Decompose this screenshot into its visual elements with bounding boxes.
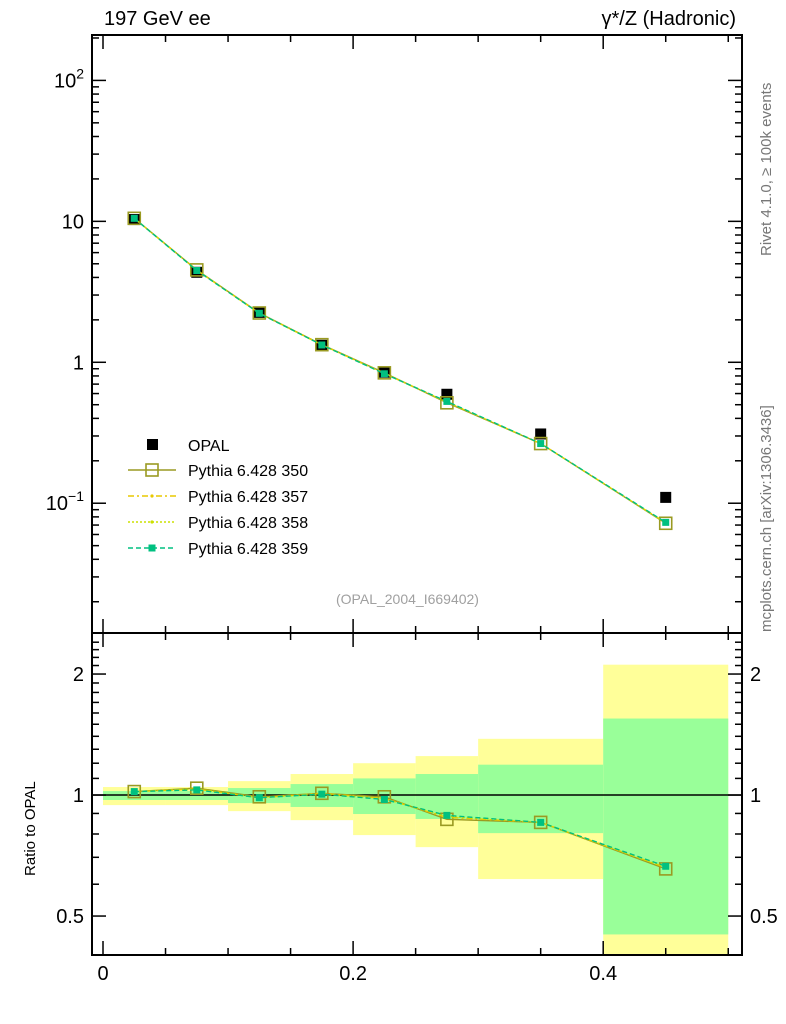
side-label-bottom: mcplots.cern.ch [arXiv:1306.3436] bbox=[758, 405, 775, 632]
ratio-y-tick-label: 0.5 bbox=[56, 906, 84, 928]
series-marker-0 bbox=[315, 337, 329, 352]
series-marker-3 bbox=[193, 786, 201, 794]
series-marker-3 bbox=[537, 818, 545, 826]
x-tick-label: 0 bbox=[97, 963, 108, 985]
series-marker-3 bbox=[318, 790, 326, 798]
series-marker-3 bbox=[130, 788, 138, 796]
series-marker-3 bbox=[255, 309, 263, 317]
ratio-y-tick-label: 2 bbox=[750, 664, 761, 686]
opal-data-point bbox=[535, 428, 547, 440]
series-marker-0 bbox=[533, 436, 548, 451]
series-marker-3 bbox=[130, 214, 138, 222]
series-line-2 bbox=[133, 217, 667, 524]
legend-label-1: Pythia 6.428 357 bbox=[188, 489, 308, 506]
y-tick-label: 10−1 bbox=[46, 488, 84, 515]
series-marker-3 bbox=[380, 795, 388, 803]
ratio-y-tick-label: 1 bbox=[750, 785, 761, 807]
series-marker-0 bbox=[127, 211, 142, 226]
series-marker-3 bbox=[662, 862, 670, 870]
watermark: (OPAL_2004_I669402) bbox=[336, 591, 479, 607]
opal-data-point bbox=[441, 388, 453, 400]
band-stat bbox=[603, 718, 729, 935]
series-marker-3 bbox=[537, 440, 545, 448]
legend-marker-0 bbox=[145, 463, 159, 477]
y-tick-label: 1 bbox=[73, 352, 84, 374]
ratio-y-tick-label: 2 bbox=[73, 664, 84, 686]
series-marker-3 bbox=[662, 518, 670, 526]
series-marker-3 bbox=[318, 341, 326, 349]
legend-marker-2 bbox=[150, 520, 154, 524]
ratio-y-tick-label: 0.5 bbox=[750, 906, 778, 928]
y-tick-label: 10 bbox=[62, 211, 84, 233]
x-tick-label: 0.2 bbox=[339, 963, 367, 985]
series-line-3 bbox=[134, 789, 666, 867]
legend-label-0: Pythia 6.428 350 bbox=[188, 463, 308, 480]
series-marker-0 bbox=[440, 395, 454, 410]
y-tick-label: 102 bbox=[54, 65, 84, 92]
legend-label-opal: OPAL bbox=[188, 438, 230, 455]
legend-label-3: Pythia 6.428 359 bbox=[188, 541, 308, 558]
ratio-frame bbox=[91, 632, 743, 956]
title-left: 197 GeV ee bbox=[104, 8, 211, 30]
ratio-ylabel: Ratio to OPAL bbox=[22, 781, 39, 876]
series-marker-0 bbox=[189, 781, 204, 795]
legend-label-2: Pythia 6.428 358 bbox=[188, 515, 308, 532]
legend-marker-opal bbox=[147, 439, 158, 450]
series-marker-0 bbox=[189, 263, 204, 277]
series-marker-0 bbox=[252, 306, 267, 320]
title-right: γ*/Z (Hadronic) bbox=[601, 8, 736, 30]
series-marker-0 bbox=[658, 516, 673, 531]
side-label-top: Rivet 4.1.0, ≥ 100k events bbox=[758, 82, 775, 256]
series-marker-3 bbox=[443, 397, 451, 405]
ratio-y-tick-label: 1 bbox=[73, 785, 84, 807]
x-tick-label: 0.4 bbox=[589, 963, 617, 985]
series-marker-3 bbox=[255, 794, 263, 802]
series-marker-3 bbox=[443, 811, 451, 819]
series-line-3 bbox=[133, 217, 667, 523]
series-marker-3 bbox=[380, 370, 388, 378]
legend-marker-1 bbox=[150, 494, 154, 498]
legend-marker-3 bbox=[148, 544, 156, 552]
opal-data-point bbox=[660, 491, 672, 503]
series-marker-3 bbox=[193, 266, 201, 274]
series-marker-0 bbox=[377, 366, 392, 380]
